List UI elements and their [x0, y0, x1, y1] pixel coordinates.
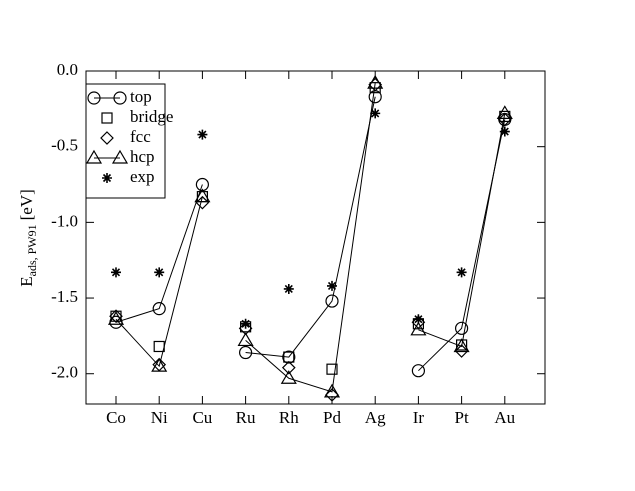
marker-diamond	[454, 344, 469, 358]
legend-label: top	[130, 87, 152, 106]
x-tick-label: Ni	[151, 408, 168, 427]
legend-label: fcc	[130, 127, 151, 146]
x-tick-label: Cu	[192, 408, 212, 427]
legend-marker	[101, 112, 113, 124]
marker-triangle	[194, 188, 211, 203]
marker-star	[370, 108, 381, 119]
x-tick-label: Ir	[413, 408, 425, 427]
y-tick-label: -1.0	[51, 211, 78, 230]
x-tick-label: Au	[494, 408, 515, 427]
y-tick-label: -1.5	[51, 287, 78, 306]
legend-label: exp	[130, 167, 155, 186]
y-label-unit: [eV]	[17, 189, 36, 220]
series-line	[245, 96, 376, 358]
y-label-sub: ads, PW91	[25, 224, 39, 276]
marker-star	[499, 126, 510, 137]
marker-diamond	[411, 315, 426, 330]
y-axis-label: Eads, PW91 [eV]	[17, 189, 39, 287]
y-tick-label: -0.5	[51, 136, 78, 155]
x-tick-label: Ag	[365, 408, 386, 427]
marker-triangle	[323, 383, 341, 398]
series-line	[418, 113, 506, 348]
marker-star	[327, 280, 337, 291]
marker-circle	[325, 294, 339, 308]
marker-star	[197, 129, 208, 140]
marker-star	[413, 314, 424, 325]
legend-marker	[111, 149, 129, 164]
x-tick-label: Ru	[236, 408, 256, 427]
legend-label: bridge	[130, 107, 173, 126]
marker-star	[456, 267, 467, 278]
marker-square	[326, 363, 338, 375]
series-line	[115, 184, 203, 323]
marker-triangle	[151, 357, 168, 372]
marker-circle	[152, 302, 166, 316]
x-tick-label: Rh	[279, 408, 299, 427]
marker-diamond	[281, 360, 296, 375]
legend-marker	[100, 131, 114, 145]
legend-label: hcp	[130, 147, 155, 166]
marker-triangle	[453, 338, 470, 353]
marker-star	[283, 283, 294, 294]
legend-box	[85, 83, 166, 199]
marker-circle	[411, 364, 425, 378]
marker-triangle	[367, 74, 384, 89]
legend-marker	[102, 173, 112, 183]
plot-frame	[85, 70, 546, 405]
marker-diamond	[497, 112, 512, 127]
marker-triangle	[280, 370, 297, 384]
x-tick-label: Pt	[455, 408, 469, 427]
marker-square	[499, 110, 511, 123]
legend-marker	[113, 91, 127, 105]
marker-diamond	[109, 309, 123, 324]
marker-star	[111, 267, 121, 278]
x-tick-label: Co	[106, 408, 126, 427]
y-tick-label: 0.0	[57, 60, 78, 79]
marker-triangle	[410, 321, 427, 336]
marker-star	[154, 267, 165, 278]
series-line	[115, 196, 203, 368]
legend-marker	[87, 91, 101, 105]
legend-marker	[85, 149, 103, 164]
marker-triangle	[107, 311, 125, 325]
marker-triangle	[237, 332, 254, 347]
series-line	[245, 83, 376, 393]
series-line	[418, 119, 506, 372]
marker-star	[240, 318, 251, 329]
marker-circle	[455, 321, 469, 335]
marker-square	[153, 340, 165, 353]
marker-circle	[239, 345, 253, 360]
y-tick-label: -2.0	[51, 363, 78, 382]
marker-circle	[282, 350, 296, 364]
marker-diamond	[195, 195, 210, 210]
x-tick-label: Pd	[323, 408, 341, 427]
marker-triangle	[496, 105, 513, 119]
y-label-main: E	[17, 276, 36, 286]
